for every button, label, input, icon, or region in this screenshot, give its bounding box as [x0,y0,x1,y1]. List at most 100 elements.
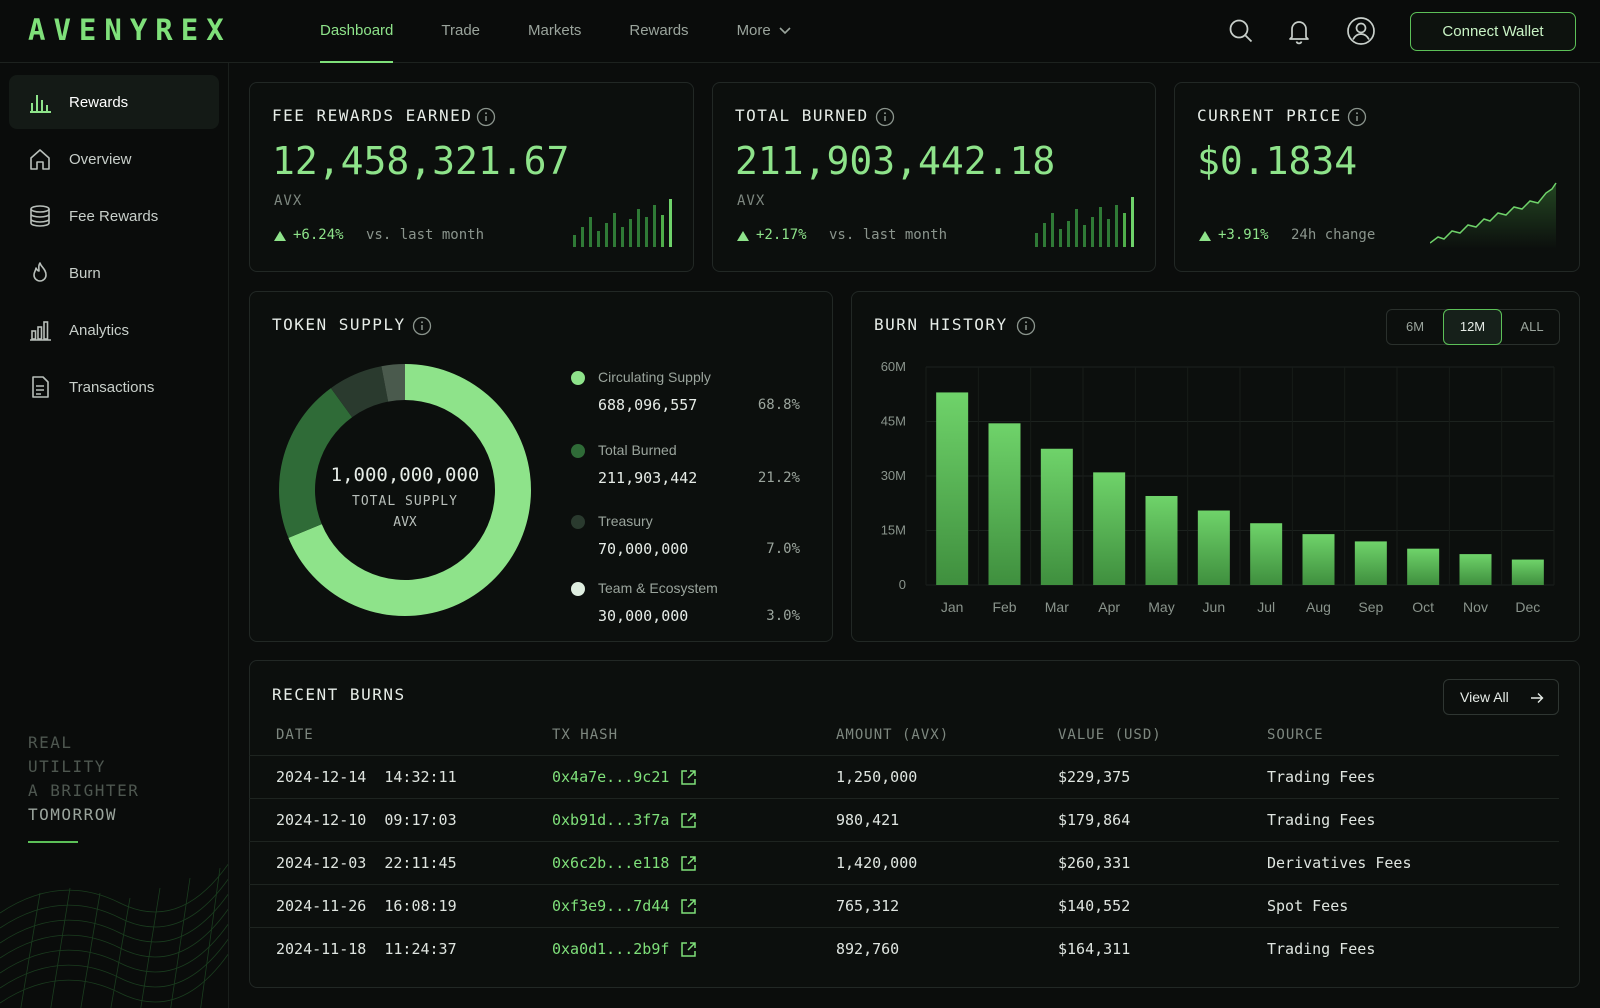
sidebar-item-rewards[interactable]: Rewards [9,75,219,129]
sidebar-item-fee-rewards[interactable]: Fee Rewards [9,189,219,243]
cell-value: $140,552 [1058,897,1131,915]
info-icon[interactable] [1347,107,1367,127]
info-icon[interactable] [412,316,432,336]
column-header-amount[interactable]: AMOUNT (AVX) [836,727,950,743]
current-price-value: $0.1834 [1197,139,1358,183]
external-link-icon[interactable] [680,898,697,915]
sidebar-item-label: Burn [69,264,101,282]
table-row[interactable]: 2024-12-03 22:11:45 0x6c2b...e118 1,420,… [249,841,1559,884]
sidebar-item-burn[interactable]: Burn [9,246,219,300]
nav-dashboard[interactable]: Dashboard [320,0,394,63]
trend-up-icon [274,231,286,241]
delta-caption: vs. last month [829,227,948,243]
brand-logo[interactable]: AVENYREX [28,13,232,47]
nav-more-label: More [736,22,771,39]
token-supply-card: TOKEN SUPPLY 1,000,000,000 TOTAL SUPPLY … [249,291,833,642]
info-icon[interactable] [1016,316,1036,336]
sidebar-item-overview[interactable]: Overview [9,132,219,186]
bar-jun[interactable] [1197,510,1230,585]
top-nav: Dashboard Trade Markets Rewards More [320,0,839,63]
sidebar-item-analytics[interactable]: Analytics [9,303,219,357]
nav-rewards[interactable]: Rewards [629,22,689,39]
external-link-icon[interactable] [680,941,697,958]
tagline-underline [28,841,78,843]
column-header-value[interactable]: VALUE (USD) [1058,727,1162,743]
current-price-card: CURRENT PRICE $0.1834 +3.91% 24h change [1174,82,1580,272]
cell-tx-hash[interactable]: 0x6c2b...e118 [552,854,670,872]
cell-value: $260,331 [1058,854,1131,872]
sidebar-item-label: Fee Rewards [69,207,159,225]
sidebar-item-transactions[interactable]: Transactions [9,360,219,414]
cell-value: $164,311 [1058,940,1131,958]
nav-trade[interactable]: Trade [441,22,481,39]
table-row[interactable]: 2024-11-18 11:24:37 0xa0d1...2b9f 892,76… [249,927,1559,970]
y-tick-label: 45M [881,414,906,429]
sidebar-item-label: Rewards [69,93,129,111]
bar-feb[interactable] [988,423,1021,585]
column-header-source[interactable]: SOURCE [1267,727,1324,743]
bar-nov[interactable] [1459,554,1492,585]
burn-history-card: BURN HISTORY 0 15M 30M 45M 60M Jan Feb Mar Apr Ma… [851,291,1580,642]
column-header-date[interactable]: DATE [276,727,314,743]
bar-sep[interactable] [1354,541,1387,585]
range-12m-button[interactable]: 12M [1443,309,1502,345]
sidebar: Rewards Overview Fee Rewards Burn Analyt… [0,63,229,1008]
bar-dec[interactable] [1511,559,1544,585]
table-row[interactable]: 2024-12-14 14:32:11 0x4a7e...9c21 1,250,… [249,755,1559,798]
bar-may[interactable] [1145,495,1178,585]
range-all-button[interactable]: ALL [1520,319,1544,334]
view-all-button[interactable]: View All [1443,679,1559,715]
x-tick-label: Jun [1203,599,1226,615]
coins-stack-icon [30,205,50,227]
connect-wallet-button[interactable]: Connect Wallet [1410,12,1576,51]
cell-tx-hash[interactable]: 0xf3e9...7d44 [552,897,670,915]
tagline-line: TOMORROW [28,805,118,824]
cell-tx-hash[interactable]: 0xa0d1...2b9f [552,940,670,958]
total-supply-label: TOTAL SUPPLY [352,494,458,509]
bar-apr[interactable] [1093,472,1126,585]
info-icon[interactable] [476,107,496,127]
unit-label: AVX [274,193,303,209]
burn-history-bar-chart: 0 15M 30M 45M 60M Jan Feb Mar Apr May Jun Jul Aug Sep… [881,359,1555,615]
delta-value: +3.91% [1218,227,1269,243]
user-account-icon[interactable] [1346,16,1376,46]
search-icon[interactable] [1226,16,1256,46]
table-row[interactable]: 2024-11-26 16:08:19 0xf3e9...7d44 765,31… [249,884,1559,927]
external-link-icon[interactable] [680,812,697,829]
cell-tx-hash[interactable]: 0x4a7e...9c21 [552,768,670,786]
x-tick-label: Feb [992,599,1016,615]
bell-icon[interactable] [1284,16,1314,46]
bar-oct[interactable] [1407,548,1440,585]
table-row[interactable]: 2024-12-10 09:17:03 0xb91d...3f7a 980,42… [249,798,1559,841]
home-icon [30,149,50,170]
tagline-line: A BRIGHTER [28,781,140,800]
card-title: RECENT BURNS [272,685,406,704]
bar-jan[interactable] [936,392,969,585]
external-link-icon[interactable] [680,855,697,872]
bar-aug[interactable] [1302,534,1335,585]
delta-value: +6.24% [293,227,344,243]
legend-pct: 68.8% [757,397,800,413]
donut-slice [279,388,353,538]
cell-date: 2024-12-10 09:17:03 [276,811,457,829]
nav-markets[interactable]: Markets [528,22,582,39]
column-header-tx-hash[interactable]: TX HASH [552,727,619,743]
info-icon[interactable] [875,107,895,127]
cell-tx-hash[interactable]: 0xb91d...3f7a [552,811,670,829]
external-link-icon[interactable] [680,769,697,786]
range-6m-button[interactable]: 6M [1405,319,1425,334]
nav-more[interactable]: More [737,0,791,63]
bar-jul[interactable] [1250,523,1283,585]
cell-date: 2024-11-18 11:24:37 [276,940,457,958]
fee-rewards-card: FEE REWARDS EARNED 12,458,321.67 AVX +6.… [249,82,694,272]
card-title: CURRENT PRICE [1197,106,1342,125]
bar-mar[interactable] [1040,448,1073,585]
card-title: FEE REWARDS EARNED [272,106,473,125]
x-tick-label: Nov [1463,599,1488,615]
legend-name: Treasury [598,513,653,529]
sidebar-item-label: Analytics [69,321,130,339]
total-burned-value: 211,903,442.18 [735,139,1056,183]
legend-dot [571,515,585,529]
x-tick-label: Aug [1306,599,1331,615]
sidebar-tagline: REAL UTILITY A BRIGHTER TOMORROW [28,731,139,827]
